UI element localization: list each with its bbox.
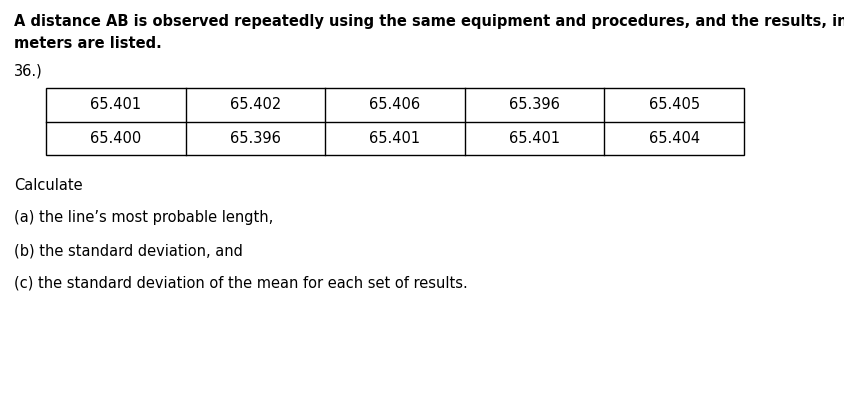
Bar — [46, 88, 744, 155]
Text: 65.400: 65.400 — [90, 131, 142, 146]
Text: 65.406: 65.406 — [370, 97, 420, 112]
Text: 65.404: 65.404 — [649, 131, 700, 146]
Text: 36.): 36.) — [14, 63, 43, 78]
Text: 65.396: 65.396 — [509, 97, 560, 112]
Text: Calculate: Calculate — [14, 178, 83, 193]
Text: (a) the line’s most probable length,: (a) the line’s most probable length, — [14, 210, 273, 225]
Text: A distance AB is observed repeatedly using the same equipment and procedures, an: A distance AB is observed repeatedly usi… — [14, 14, 844, 29]
Text: meters are listed.: meters are listed. — [14, 36, 162, 51]
Text: (c) the standard deviation of the mean for each set of results.: (c) the standard deviation of the mean f… — [14, 276, 468, 291]
Text: (b) the standard deviation, and: (b) the standard deviation, and — [14, 244, 243, 259]
Text: 65.405: 65.405 — [649, 97, 700, 112]
Text: 65.401: 65.401 — [90, 97, 141, 112]
Text: 65.402: 65.402 — [230, 97, 281, 112]
Text: 65.401: 65.401 — [509, 131, 560, 146]
Text: 65.396: 65.396 — [230, 131, 281, 146]
Text: 65.401: 65.401 — [370, 131, 420, 146]
